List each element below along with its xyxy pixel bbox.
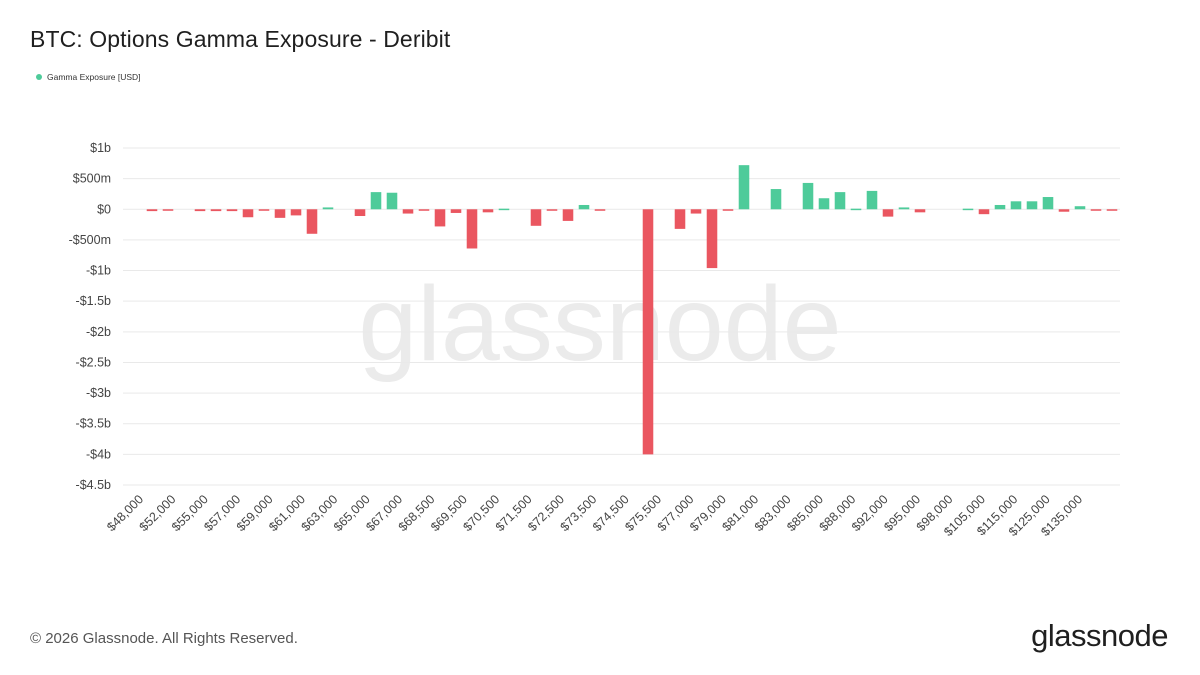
chart-title: BTC: Options Gamma Exposure - Deribit bbox=[30, 26, 451, 52]
bar bbox=[802, 182, 814, 210]
y-tick-label: $500m bbox=[73, 172, 111, 186]
bar bbox=[466, 209, 478, 249]
bar bbox=[210, 209, 222, 212]
bar bbox=[642, 209, 654, 455]
bar bbox=[418, 209, 430, 211]
bar bbox=[450, 209, 462, 213]
grid-lines bbox=[123, 147, 1120, 486]
bar bbox=[546, 209, 558, 211]
y-tick-label: -$4.5b bbox=[76, 478, 111, 492]
bar bbox=[706, 209, 718, 269]
bar bbox=[818, 198, 830, 210]
y-tick-label: -$2b bbox=[86, 325, 111, 339]
x-axis: $48,000$52,000$55,000$57,000$59,000$61,0… bbox=[104, 492, 1085, 539]
bar bbox=[322, 207, 334, 210]
y-tick-label: -$4b bbox=[86, 447, 111, 461]
bar bbox=[530, 209, 542, 226]
bar bbox=[898, 207, 910, 210]
bar bbox=[1026, 201, 1038, 210]
bar bbox=[882, 209, 894, 217]
bar bbox=[722, 209, 734, 211]
bar bbox=[770, 189, 782, 210]
bar bbox=[274, 209, 286, 218]
y-tick-label: -$3.5b bbox=[76, 417, 111, 431]
bar bbox=[1106, 209, 1118, 211]
bar bbox=[194, 209, 206, 212]
y-tick-label: -$3b bbox=[86, 386, 111, 400]
y-tick-label: -$1b bbox=[86, 264, 111, 278]
bar bbox=[258, 209, 270, 211]
y-tick-label: $0 bbox=[97, 202, 111, 216]
bar bbox=[594, 209, 606, 211]
bar bbox=[850, 208, 862, 211]
bar bbox=[738, 165, 750, 210]
bar bbox=[834, 192, 846, 210]
bar bbox=[306, 209, 318, 234]
bar bbox=[370, 192, 382, 210]
bar bbox=[914, 209, 926, 213]
bar bbox=[978, 209, 990, 215]
bar bbox=[1010, 201, 1022, 210]
bar bbox=[562, 209, 574, 221]
bar bbox=[578, 204, 590, 210]
bar bbox=[242, 209, 254, 218]
bar bbox=[402, 209, 414, 214]
bar bbox=[866, 190, 878, 210]
bar bbox=[498, 208, 510, 211]
y-tick-label: -$2.5b bbox=[76, 355, 111, 369]
bar bbox=[962, 208, 974, 211]
legend-label: Gamma Exposure [USD] bbox=[47, 72, 141, 82]
y-tick-label: -$500m bbox=[69, 233, 111, 247]
bar bbox=[994, 204, 1006, 210]
bar bbox=[674, 209, 686, 229]
bar bbox=[290, 209, 302, 216]
y-tick-label: -$1.5b bbox=[76, 294, 111, 308]
bars bbox=[146, 165, 1118, 455]
legend-swatch-icon bbox=[36, 74, 42, 80]
y-tick-label: $1b bbox=[90, 141, 111, 155]
bar bbox=[386, 192, 398, 210]
bar bbox=[434, 209, 446, 227]
bar bbox=[1042, 197, 1054, 210]
watermark-text: glassnode bbox=[358, 265, 841, 383]
brand-logo[interactable]: glassnode bbox=[1031, 618, 1168, 653]
bar bbox=[146, 209, 158, 212]
chart-legend[interactable]: Gamma Exposure [USD] bbox=[36, 72, 141, 82]
bar bbox=[354, 209, 366, 217]
bar bbox=[482, 209, 494, 213]
bar bbox=[162, 209, 174, 211]
bar bbox=[226, 209, 238, 212]
y-axis: $1b $500m $0 -$500m -$1b -$1.5b -$2b -$2.5b -$3b… bbox=[69, 141, 111, 492]
copyright-text: © 2026 Glassnode. All Rights Reserved. bbox=[30, 630, 298, 647]
bar bbox=[1090, 209, 1102, 211]
bar bbox=[1058, 209, 1070, 212]
bar bbox=[690, 209, 702, 214]
bar bbox=[1074, 206, 1086, 210]
